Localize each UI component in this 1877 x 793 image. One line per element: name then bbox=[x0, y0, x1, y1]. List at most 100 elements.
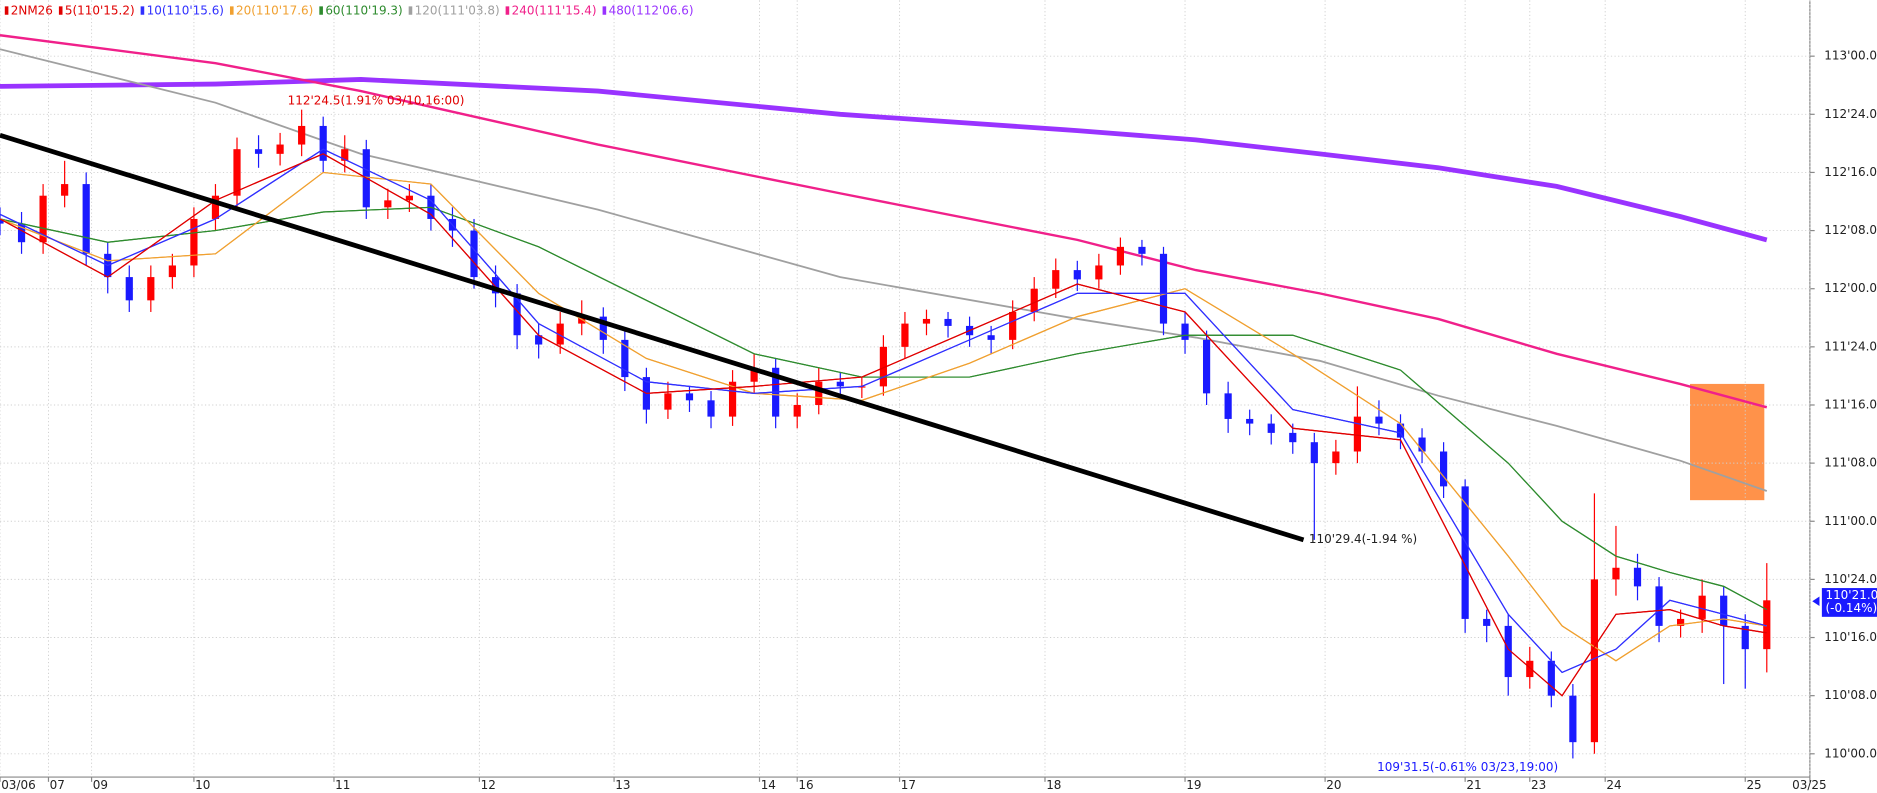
ma-line-front bbox=[0, 153, 1767, 697]
candle-body bbox=[470, 230, 478, 278]
candle-body bbox=[1698, 595, 1706, 619]
candle-body bbox=[1526, 660, 1534, 678]
candle-body bbox=[405, 195, 413, 201]
candle-body bbox=[1677, 618, 1685, 626]
candle-body bbox=[685, 393, 694, 401]
legend-label: 240(111'15.4) bbox=[512, 4, 597, 18]
x-tick-label: 23 bbox=[1531, 778, 1546, 792]
candle-body bbox=[987, 335, 995, 340]
y-tick-label: 110'16.0 bbox=[1824, 630, 1877, 644]
candle-body bbox=[513, 293, 521, 336]
ma-line bbox=[0, 77, 1768, 243]
candle-body bbox=[233, 149, 241, 196]
candle-body bbox=[1052, 270, 1060, 289]
candle-body bbox=[793, 404, 801, 417]
candle-body bbox=[1590, 579, 1599, 743]
candle-body bbox=[1655, 586, 1663, 626]
ma-line-front bbox=[0, 206, 1768, 611]
x-tick-label: 18 bbox=[1046, 778, 1061, 792]
y-tick-label: 111'08.0 bbox=[1824, 456, 1877, 470]
candle-body bbox=[1353, 416, 1362, 452]
candle-body bbox=[664, 393, 672, 410]
candle-body bbox=[1332, 451, 1340, 464]
candle-body bbox=[728, 381, 737, 417]
candle-body bbox=[815, 381, 823, 405]
candle-body bbox=[190, 218, 198, 266]
candle-body bbox=[750, 367, 758, 382]
candle-body bbox=[1009, 311, 1017, 340]
candle-body bbox=[276, 144, 284, 154]
x-tick-label: 19 bbox=[1186, 778, 1201, 792]
last-price-label: 110'21.0 bbox=[1825, 588, 1877, 602]
x-tick-label: 12 bbox=[481, 778, 496, 792]
legend-label: 60(110'19.3) bbox=[325, 4, 402, 18]
candle-body bbox=[491, 277, 500, 294]
candle-body bbox=[944, 318, 952, 326]
x-tick-label: 07 bbox=[50, 778, 65, 792]
legend-label: 2NM26 bbox=[11, 4, 53, 18]
candle-body bbox=[901, 323, 909, 347]
last-price-box bbox=[1821, 588, 1877, 617]
y-tick-label: 111'00.0 bbox=[1824, 514, 1877, 528]
candle-body bbox=[1030, 288, 1038, 312]
candle-body bbox=[1095, 265, 1103, 280]
candle-body bbox=[0, 218, 4, 224]
candle-body bbox=[1547, 660, 1555, 696]
candle-body bbox=[1461, 486, 1469, 619]
candle-body bbox=[1483, 618, 1491, 626]
high-note: 112'24.5(1.91% 03/10,16:00) bbox=[288, 94, 465, 108]
x-tick-label: 16 bbox=[798, 778, 813, 792]
candle-body bbox=[147, 277, 155, 301]
legend-label: 20(110'17.6) bbox=[236, 4, 313, 18]
candle-body bbox=[1310, 442, 1318, 464]
candle-body bbox=[1720, 595, 1728, 626]
y-tick-label: 112'00.0 bbox=[1824, 281, 1877, 295]
candle-body bbox=[1289, 432, 1297, 443]
candle-body bbox=[1202, 339, 1211, 394]
legend-swatch bbox=[229, 6, 234, 15]
x-tick-label: 25 bbox=[1746, 778, 1761, 792]
candle-body bbox=[211, 195, 220, 219]
y-tick-label: 112'24.0 bbox=[1824, 107, 1877, 121]
candle-body bbox=[1741, 625, 1749, 650]
ma-line bbox=[0, 48, 1768, 492]
candle-body bbox=[1246, 418, 1254, 424]
candle-body bbox=[384, 200, 392, 208]
legend-label: 10(110'15.6) bbox=[147, 4, 224, 18]
ma-line-front bbox=[0, 171, 1767, 662]
candle-body bbox=[1504, 625, 1512, 678]
candle-body bbox=[1763, 600, 1771, 650]
legend-label: 480(112'06.6) bbox=[609, 4, 694, 18]
y-tick-label: 110'00.0 bbox=[1824, 746, 1877, 760]
low-note: 109'31.5(-0.61% 03/23,19:00) bbox=[1377, 760, 1558, 774]
candle-body bbox=[341, 149, 349, 161]
legend-swatch bbox=[505, 6, 510, 15]
legend-label: 120(111'03.8) bbox=[415, 4, 500, 18]
x-tick-label: 14 bbox=[761, 778, 776, 792]
y-tick-label: 110'24.0 bbox=[1824, 572, 1877, 586]
candle-body bbox=[1116, 246, 1124, 266]
y-tick-label: 111'16.0 bbox=[1824, 397, 1877, 411]
candle-body bbox=[319, 125, 327, 161]
candle-body bbox=[298, 125, 306, 145]
candle-body bbox=[1375, 416, 1383, 424]
legend-swatch bbox=[58, 6, 63, 15]
candle-body bbox=[1439, 451, 1448, 487]
legend-swatch bbox=[4, 6, 9, 15]
candle-body bbox=[1073, 270, 1081, 280]
legend-label: 5(110'15.2) bbox=[65, 4, 135, 18]
candle-body bbox=[1569, 695, 1577, 743]
candle-body bbox=[1267, 423, 1275, 433]
y-tick-label: 110'08.0 bbox=[1824, 688, 1877, 702]
candle-body bbox=[535, 335, 543, 345]
legend-swatch bbox=[140, 6, 145, 15]
trendline-label: 110'29.4(-1.94 %) bbox=[1309, 532, 1417, 546]
last-price-change: (-0.14%) bbox=[1825, 601, 1877, 615]
x-tick-label: 03/06 bbox=[1, 778, 35, 792]
candle-body bbox=[1612, 567, 1620, 580]
candle-body bbox=[1138, 246, 1146, 254]
candle-body bbox=[556, 323, 564, 345]
candle-body bbox=[621, 339, 629, 378]
y-tick-label: 111'24.0 bbox=[1824, 339, 1877, 353]
